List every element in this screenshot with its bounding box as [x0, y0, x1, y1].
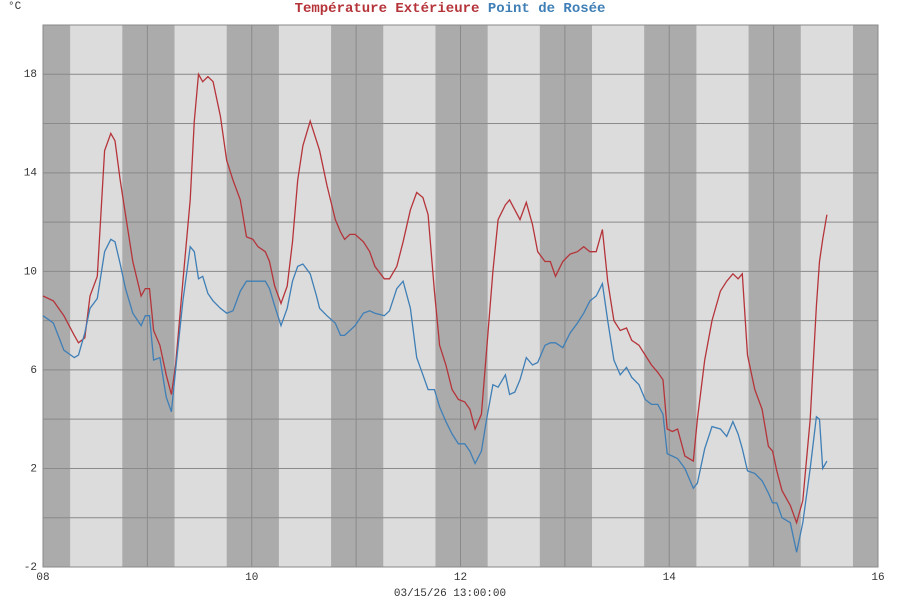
x-tick-label: 16: [871, 572, 884, 584]
y-tick-label: 18: [24, 69, 37, 81]
night-band: [226, 25, 279, 567]
y-tick-label: 2: [30, 463, 37, 475]
y-tick-label: 14: [24, 168, 38, 180]
x-axis-label: 03/15/26 13:00:00: [394, 588, 506, 600]
series-line: [42, 72, 828, 525]
legend-entry: Point de Rosée: [488, 1, 606, 17]
y-tick-label: 10: [24, 266, 37, 278]
x-tick-label: 14: [663, 572, 677, 584]
night-band: [43, 25, 71, 567]
series-line: [42, 238, 828, 553]
chart-title: Température Extérieure Point de Rosée: [295, 1, 606, 17]
legend-entry: Température Extérieure: [295, 1, 480, 17]
y-tick-label: -2: [24, 562, 37, 574]
night-band: [748, 25, 801, 567]
night-band: [539, 25, 593, 567]
y-unit: °C: [8, 1, 22, 13]
y-tick-label: 6: [30, 365, 37, 377]
x-tick-label: 10: [245, 572, 258, 584]
night-band: [644, 25, 697, 567]
x-tick-label: 08: [36, 572, 49, 584]
night-band: [122, 25, 175, 567]
night-band: [435, 25, 488, 567]
night-band: [852, 25, 878, 567]
plot-area: [42, 24, 879, 568]
night-band: [331, 25, 384, 567]
x-tick-label: 12: [454, 572, 467, 584]
